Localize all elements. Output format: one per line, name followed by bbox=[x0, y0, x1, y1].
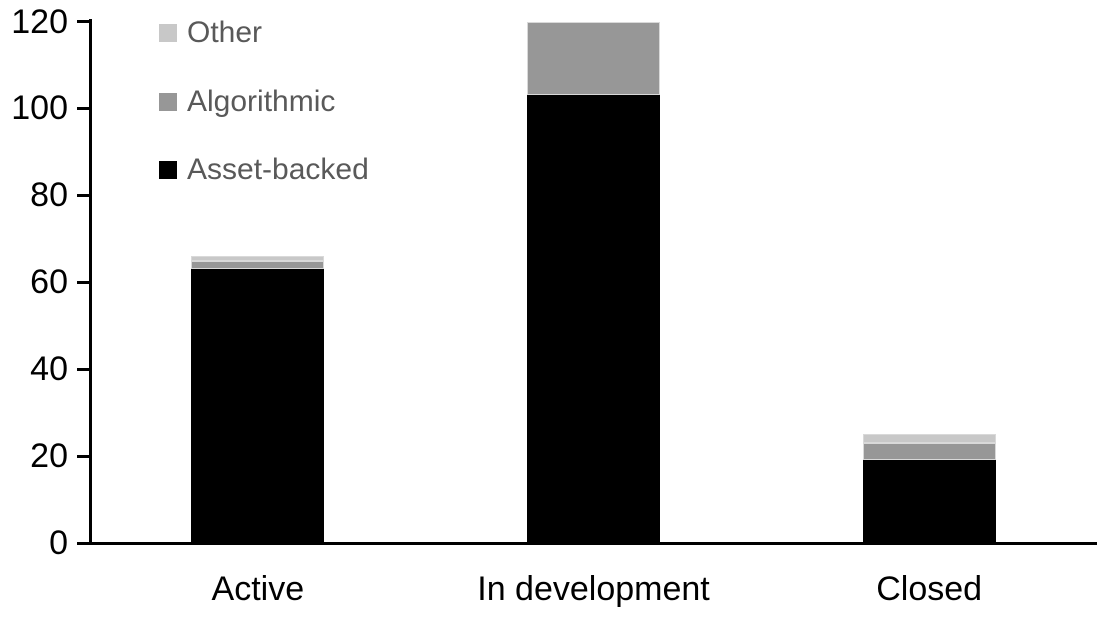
y-tick-label-0: 0 bbox=[49, 524, 68, 562]
y-tick-label-20: 20 bbox=[30, 437, 68, 476]
bar-in-development-algorithmic bbox=[527, 21, 660, 96]
y-tick-mark bbox=[77, 454, 90, 458]
y-tick-label-100: 100 bbox=[11, 89, 68, 128]
bar-active-algorithmic bbox=[191, 260, 325, 270]
x-category-label-in-development: In development bbox=[477, 570, 710, 608]
y-tick-label-60: 60 bbox=[30, 263, 68, 302]
legend-label-other: Other bbox=[187, 16, 263, 49]
y-tick-label-40: 40 bbox=[30, 350, 68, 389]
y-tick-label-120: 120 bbox=[11, 2, 68, 41]
x-axis-line bbox=[77, 542, 1097, 545]
y-tick-mark bbox=[77, 106, 90, 110]
bar-active-other bbox=[191, 256, 325, 261]
y-tick-mark bbox=[77, 541, 90, 545]
y-tick-label-80: 80 bbox=[30, 176, 68, 215]
bar-active-asset-backed bbox=[191, 269, 325, 543]
bar-closed-other bbox=[862, 434, 996, 444]
x-category-label-active: Active bbox=[211, 570, 305, 608]
x-category-label-closed: Closed bbox=[876, 570, 983, 608]
bar-in-development-asset-backed bbox=[527, 95, 660, 543]
legend-swatch-asset-backed bbox=[159, 161, 177, 179]
y-tick-mark bbox=[77, 193, 90, 197]
legend-swatch-algorithmic bbox=[159, 93, 177, 111]
legend-label-asset-backed: Asset-backed bbox=[187, 153, 369, 186]
y-tick-mark bbox=[77, 367, 90, 371]
legend-swatch-other bbox=[159, 24, 177, 42]
y-axis-line bbox=[89, 19, 92, 545]
y-tick-mark bbox=[77, 20, 90, 23]
bar-closed-asset-backed bbox=[862, 460, 996, 543]
legend-label-algorithmic: Algorithmic bbox=[187, 85, 336, 118]
y-tick-mark bbox=[77, 280, 90, 284]
bar-closed-algorithmic bbox=[862, 443, 996, 461]
